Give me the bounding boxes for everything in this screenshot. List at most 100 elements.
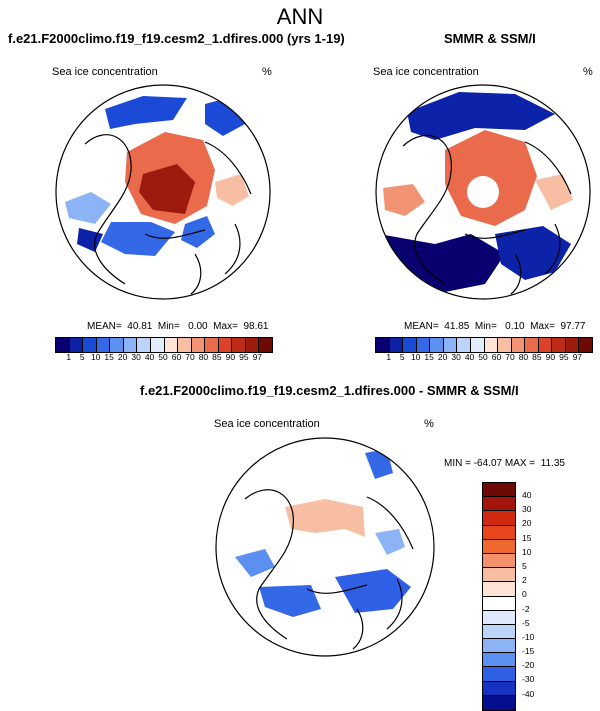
left-colorbar-tick-label: 97 xyxy=(252,352,263,362)
left-panel-title: f.e21.F2000climo.f19_f19.cesm2_1.dfires.… xyxy=(8,31,345,46)
left-colorbar-swatch-15 xyxy=(259,338,272,352)
left-colorbar-swatch-13 xyxy=(232,338,246,352)
right-colorbar-swatch-12 xyxy=(538,338,553,352)
left-polar-map xyxy=(55,84,271,300)
diff-stats: MIN = -64.07 MAX = 11.35 xyxy=(444,458,565,469)
left-stats: MEAN= 40.81 Min= 0.00 Max= 98.61 xyxy=(87,321,269,332)
diff-colorbar-swatch-3 xyxy=(483,525,515,540)
right-colorbar-tick-label: 10 xyxy=(410,352,421,362)
diff-map-patch-greenland xyxy=(335,569,411,613)
left-colorbar-tick-label: 85 xyxy=(212,352,222,362)
left-colorbar-tick-label: 80 xyxy=(198,352,209,362)
right-colorbar-tick-label: 60 xyxy=(491,352,502,362)
diff-polar-map xyxy=(215,437,435,657)
right-polar-map xyxy=(375,84,591,300)
left-colorbar xyxy=(55,337,273,353)
left-colorbar-swatch-5 xyxy=(123,338,138,352)
diff-colorbar-swatch-14 xyxy=(483,681,515,696)
right-colorbar-tick-label: 5 xyxy=(399,352,405,362)
right-colorbar-swatch-8 xyxy=(484,338,499,352)
right-colorbar-swatch-6 xyxy=(457,338,471,352)
diff-colorbar-swatch-6 xyxy=(483,568,515,583)
right-colorbar-tick-label: 85 xyxy=(532,352,542,362)
left-colorbar-swatch-7 xyxy=(150,338,165,352)
diff-colorbar-swatch-15 xyxy=(483,695,515,710)
diff-map-patch-central xyxy=(285,499,365,537)
left-colorbar-tick-label: 90 xyxy=(225,352,236,362)
left-variable-label: Sea ice concentration xyxy=(52,66,158,78)
left-units-label: % xyxy=(262,66,272,78)
right-panel-title: SMMR & SSM/I xyxy=(444,31,536,46)
diff-colorbar-tick-label: -10 xyxy=(522,631,535,642)
diff-colorbar-tick-label: 15 xyxy=(522,532,532,543)
left-colorbar-swatch-11 xyxy=(205,338,219,352)
diff-colorbar-tick-label: 2 xyxy=(522,575,527,586)
left-colorbar-tick-label: 60 xyxy=(171,352,182,362)
right-colorbar-tick-label: 30 xyxy=(451,352,461,362)
diff-map-patch-kara xyxy=(375,529,405,555)
right-colorbar-labels: 1 5 10 15 20 30 40 50 60 70 80 85 90 95 97 xyxy=(382,352,584,362)
diff-colorbar-swatch-5 xyxy=(483,553,515,569)
right-colorbar-swatch-5 xyxy=(443,338,458,352)
right-map-ice-baffin xyxy=(383,184,425,216)
left-colorbar-swatch-6 xyxy=(137,338,151,352)
left-colorbar-labels: 1 5 10 15 20 30 40 50 60 70 80 85 90 95 97 xyxy=(62,352,264,362)
right-colorbar xyxy=(375,337,593,353)
right-colorbar-swatch-3 xyxy=(416,338,431,352)
diff-colorbar-swatch-7 xyxy=(483,582,515,597)
left-colorbar-tick-label: 70 xyxy=(185,352,195,362)
right-colorbar-tick-label: 50 xyxy=(478,352,488,362)
diff-colorbar-swatch-0 xyxy=(483,483,515,498)
diff-colorbar-tick-label: 20 xyxy=(522,518,532,529)
left-colorbar-tick-label: 40 xyxy=(144,352,155,362)
right-colorbar-swatch-1 xyxy=(389,338,404,352)
left-colorbar-swatch-4 xyxy=(110,338,124,352)
diff-colorbar-swatch-9 xyxy=(483,610,515,625)
right-colorbar-tick-label: 80 xyxy=(518,352,529,362)
right-colorbar-swatch-14 xyxy=(565,338,580,352)
right-colorbar-tick-label: 90 xyxy=(545,352,556,362)
diff-panel-title: f.e21.F2000climo.f19_f19.cesm2_1.dfires.… xyxy=(140,383,519,398)
diff-colorbar-tick-label: 0 xyxy=(522,589,527,600)
right-colorbar-tick-label: 97 xyxy=(572,352,583,362)
diff-colorbar-swatch-13 xyxy=(483,667,515,682)
right-colorbar-swatch-4 xyxy=(430,338,444,352)
diff-map-patch-baffin xyxy=(235,549,275,577)
left-colorbar-swatch-0 xyxy=(56,338,70,352)
right-map-pole-hole xyxy=(467,176,499,208)
right-colorbar-swatch-9 xyxy=(498,338,512,352)
left-colorbar-swatch-10 xyxy=(191,338,206,352)
diff-colorbar-tick-label: 30 xyxy=(522,504,532,515)
left-map-ice-core xyxy=(139,164,195,214)
right-colorbar-tick-label: 95 xyxy=(559,352,569,362)
right-stats: MEAN= 41.85 Min= 0.10 Max= 97.77 xyxy=(404,321,586,332)
left-colorbar-tick-label: 10 xyxy=(90,352,101,362)
diff-colorbar-swatch-12 xyxy=(483,653,515,668)
diff-colorbar-swatch-2 xyxy=(483,511,515,526)
diff-colorbar-tick-label: -40 xyxy=(522,688,535,699)
left-colorbar-tick-label: 95 xyxy=(239,352,249,362)
diff-colorbar-tick-label: -30 xyxy=(522,674,535,685)
diff-variable-label: Sea ice concentration xyxy=(214,418,320,430)
right-map-ice-kara xyxy=(535,174,573,210)
diff-colorbar-tick-label: -15 xyxy=(522,646,535,657)
right-map-ice-north xyxy=(407,92,555,140)
diff-colorbar-tick-label: 40 xyxy=(522,490,532,500)
right-variable-label: Sea ice concentration xyxy=(373,66,479,78)
diff-map-patch-hudson xyxy=(259,585,321,617)
right-colorbar-tick-label: 1 xyxy=(386,352,392,362)
left-colorbar-swatch-3 xyxy=(96,338,111,352)
diff-colorbar-tick-label: -20 xyxy=(522,660,535,671)
right-colorbar-tick-label: 70 xyxy=(505,352,515,362)
diff-colorbar-tick-label: -5 xyxy=(522,617,530,628)
left-map-ice-kara xyxy=(215,174,249,206)
left-map-ice-pacific xyxy=(105,96,187,129)
left-colorbar-swatch-9 xyxy=(178,338,192,352)
left-colorbar-swatch-1 xyxy=(69,338,84,352)
diff-colorbar-swatch-11 xyxy=(483,639,515,654)
left-colorbar-tick-label: 1 xyxy=(66,352,72,362)
left-colorbar-tick-label: 5 xyxy=(79,352,85,362)
diff-colorbar-swatch-4 xyxy=(483,539,515,554)
right-colorbar-tick-label: 20 xyxy=(437,352,448,362)
left-colorbar-tick-label: 20 xyxy=(117,352,128,362)
